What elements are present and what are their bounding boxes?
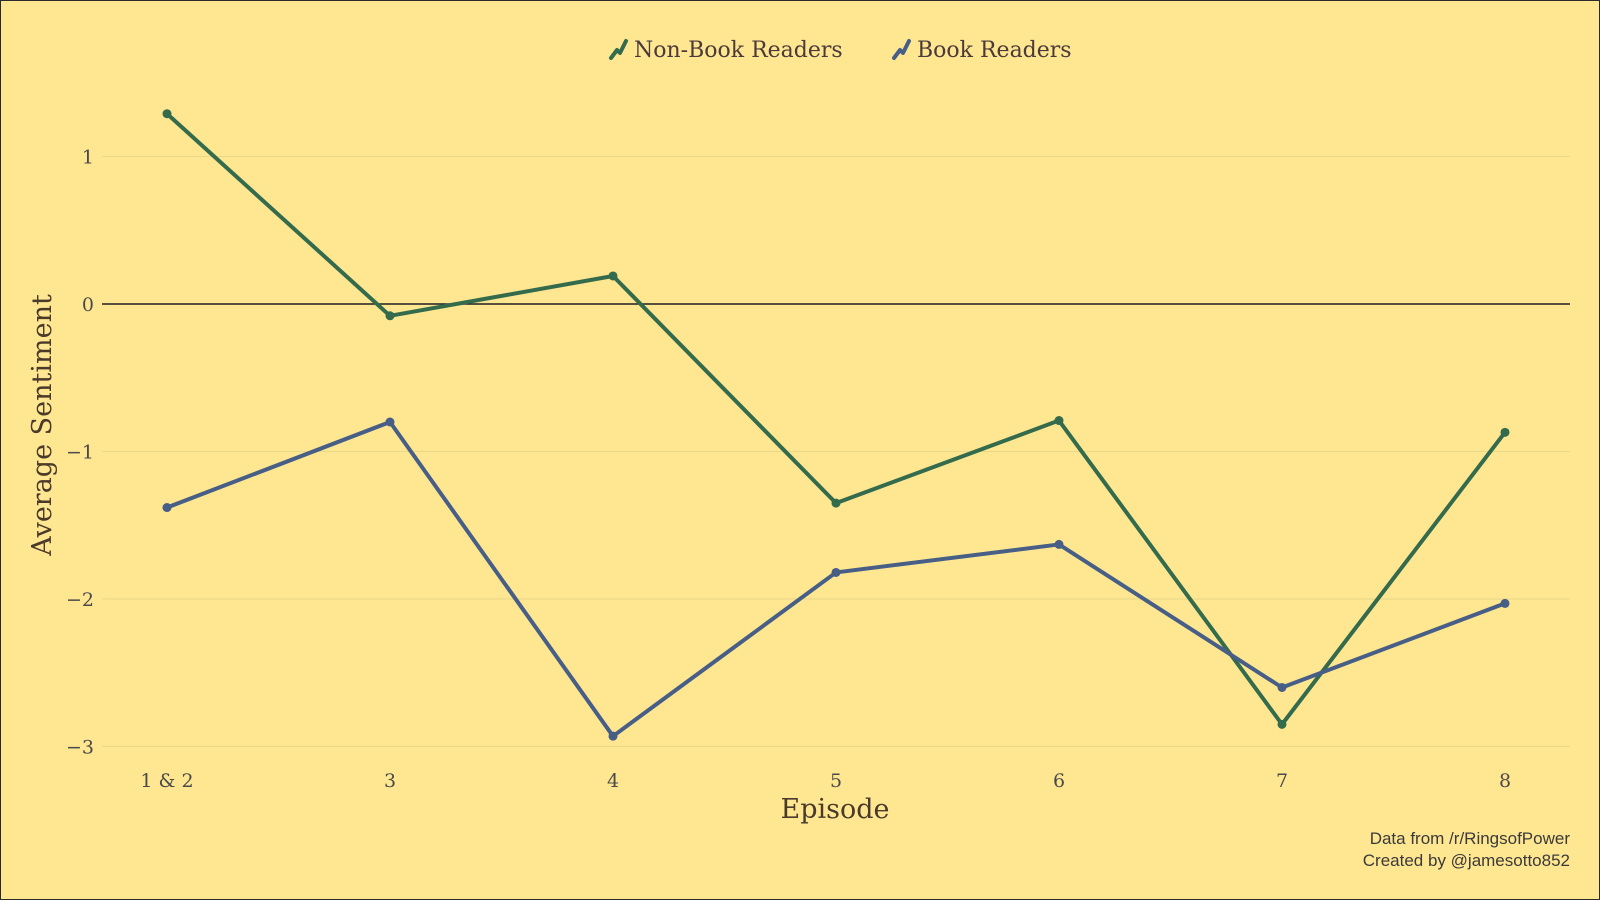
data-point — [162, 109, 172, 119]
data-point — [385, 417, 395, 427]
series-lines — [162, 109, 1510, 741]
data-point — [608, 731, 618, 741]
data-point — [831, 567, 841, 577]
x-tick-label: 1 & 2 — [140, 770, 193, 792]
y-tick-label: 0 — [82, 294, 94, 316]
series-book-readers — [162, 417, 1510, 741]
legend-item: Book Readers — [892, 38, 1072, 63]
trend-line-icon — [892, 39, 911, 60]
x-tick-label: 8 — [1499, 770, 1511, 792]
gridlines — [102, 155, 1570, 748]
data-point — [1277, 683, 1287, 692]
legend-label: Book Readers — [917, 38, 1072, 63]
y-axis-title: Average Sentiment — [27, 294, 58, 557]
x-axis-title: Episode — [780, 794, 889, 825]
data-point — [385, 311, 395, 321]
caption-source: Data from /r/RingsofPower — [1370, 829, 1571, 848]
data-point — [831, 498, 841, 508]
data-point — [1500, 598, 1510, 608]
legend-item: Non-Book Readers — [609, 38, 843, 63]
x-tick-label: 7 — [1276, 770, 1288, 792]
x-tick-label: 3 — [384, 770, 396, 792]
series-non-book-readers — [162, 109, 1510, 729]
y-tick-label: −1 — [66, 442, 94, 464]
trend-line-icon — [609, 39, 628, 60]
data-point — [1054, 539, 1064, 549]
x-tick-label: 4 — [607, 770, 619, 792]
data-point — [1054, 416, 1064, 426]
data-point — [1500, 427, 1510, 437]
y-tick-label: −3 — [66, 737, 94, 759]
data-point — [608, 271, 618, 281]
legend-label: Non-Book Readers — [634, 38, 843, 63]
x-tick-label: 6 — [1053, 770, 1065, 792]
x-axis-ticks: 1 & 2 3 4 5 6 7 8 — [140, 770, 1511, 792]
legend: Non-Book Readers Book Readers — [609, 38, 1072, 63]
y-tick-label: 1 — [82, 147, 94, 169]
series-line — [165, 420, 1507, 739]
x-tick-label: 5 — [830, 770, 842, 792]
series-line — [165, 111, 1507, 727]
caption-credit: Created by @jamesotto852 — [1363, 851, 1570, 870]
y-tick-label: −2 — [66, 589, 94, 611]
data-point — [1277, 719, 1287, 729]
y-axis-ticks: 1 0 −1 −2 −3 — [66, 147, 94, 759]
data-point — [162, 503, 172, 513]
